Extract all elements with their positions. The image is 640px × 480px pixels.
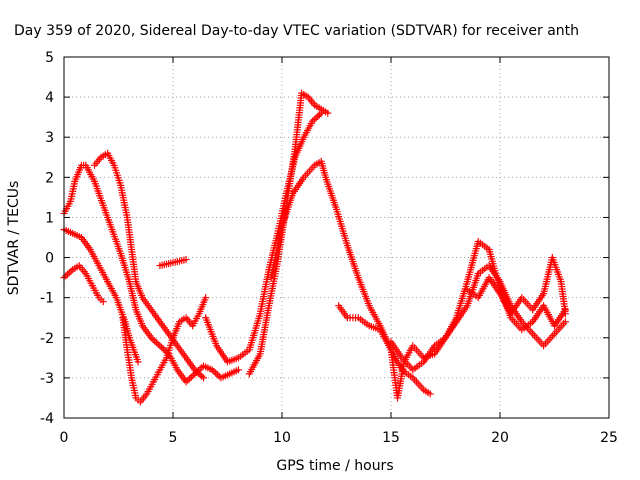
data-point (198, 372, 206, 380)
x-tick-label: 5 (169, 430, 178, 446)
series-trace-5 (119, 294, 210, 406)
data-point (62, 272, 70, 280)
y-tick-label: 4 (45, 90, 54, 106)
series-trace-8 (245, 89, 332, 378)
data-point (561, 318, 569, 326)
series-trace-11 (387, 262, 569, 374)
data-point (63, 270, 71, 278)
data-point (324, 109, 332, 117)
data-point (152, 339, 160, 347)
data-point (99, 298, 107, 306)
x-tick-label: 10 (273, 430, 291, 446)
series-trace-2 (60, 225, 142, 366)
data-point (149, 335, 157, 343)
data-point (158, 343, 166, 351)
data-point (234, 366, 242, 374)
y-tick-label: -4 (40, 411, 54, 427)
y-tick-label: -2 (40, 331, 54, 347)
series-trace-6 (156, 256, 190, 270)
y-tick-label: 5 (45, 50, 54, 66)
data-point (314, 112, 322, 120)
series-trace-3 (60, 262, 107, 306)
x-tick-label: 25 (600, 430, 618, 446)
x-tick-label: 20 (491, 430, 509, 446)
data-point (312, 114, 320, 122)
data-point (154, 340, 162, 348)
y-tick-label: -1 (40, 291, 54, 307)
data-point (426, 390, 434, 398)
data-point (200, 374, 208, 382)
y-tick-label: 0 (45, 251, 54, 267)
data-points (60, 89, 569, 406)
axis-ticks: -4 -3 -2 -1 0 1 2 3 4 5 0 5 10 15 20 25 (40, 50, 618, 446)
data-point (65, 269, 73, 277)
series-trace-10 (335, 238, 569, 402)
data-point (182, 256, 190, 264)
data-point (186, 375, 194, 383)
data-point (215, 372, 223, 380)
data-point (212, 369, 220, 377)
series-trace-12 (463, 254, 569, 318)
chart-title: Day 359 of 2020, Sidereal Day-to-day VTE… (14, 23, 579, 39)
data-point (159, 345, 167, 353)
data-point (202, 294, 210, 302)
data-point (561, 310, 569, 318)
x-axis-label: GPS time / hours (276, 458, 393, 474)
plot-frame (63, 56, 610, 419)
x-tick-label: 15 (382, 430, 400, 446)
data-point (187, 373, 195, 381)
y-tick-label: 1 (45, 210, 54, 226)
data-point (198, 363, 206, 371)
x-tick-label: 0 (60, 430, 69, 446)
series-trace-4 (91, 149, 208, 382)
y-tick-label: -3 (40, 371, 54, 387)
data-point (134, 358, 142, 366)
series-trace-1 (60, 161, 242, 386)
data-point (151, 337, 159, 345)
data-point (156, 342, 164, 350)
data-point (315, 111, 323, 119)
y-tick-label: 2 (45, 170, 54, 186)
grid (64, 57, 609, 418)
y-tick-label: 3 (45, 130, 54, 146)
y-axis-label: SDTVAR / TECUs (6, 181, 22, 296)
